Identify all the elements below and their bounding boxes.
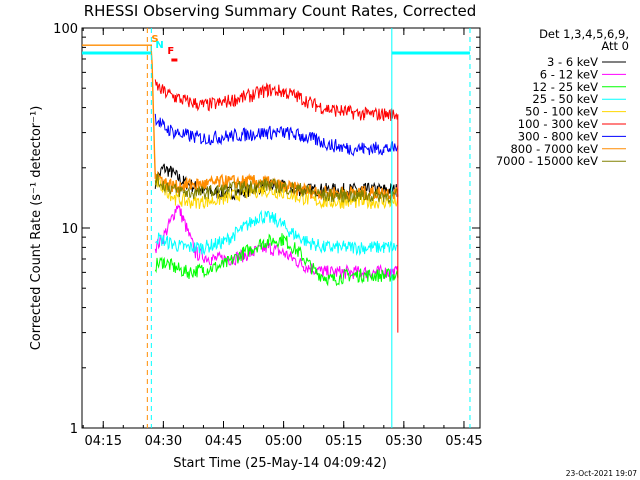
flag-label: S — [151, 34, 158, 45]
legend-entry-label: 800 - 7000 keV — [510, 142, 598, 156]
axis-layer: 04:15 04:30 04:45 05:00 05:15 05:30 05:45 1 10 10… — [53, 22, 483, 449]
series-line — [155, 209, 399, 257]
legend-entry-label: 3 - 6 keV — [547, 55, 598, 69]
series-line — [154, 79, 399, 122]
series-300to800keV — [154, 113, 399, 157]
x-tick-label: 04:30 — [145, 434, 182, 449]
legend-entry-label: 100 - 300 keV — [518, 117, 598, 131]
legend-entry-label: 7000 - 15000 keV — [496, 154, 598, 168]
legend-entry-label: 300 - 800 keV — [518, 129, 598, 143]
x-tick-label: 05:00 — [265, 434, 302, 449]
x-tick-label: 05:45 — [445, 434, 482, 449]
series-line — [82, 44, 399, 202]
x-tick-label: 04:15 — [85, 434, 122, 449]
x-axis-label: Start Time (25-May-14 04:09:42) — [173, 456, 387, 471]
series-line — [154, 233, 399, 287]
plot-frame — [81, 27, 481, 429]
series-100to300keV — [154, 79, 399, 122]
legend-entry-label: 25 - 50 keV — [532, 92, 598, 106]
series-25to50keV — [155, 209, 399, 257]
series-800to7000keV — [82, 44, 399, 202]
legend-header: Det 1,3,4,5,6,9, — [539, 27, 629, 41]
series-line — [154, 173, 399, 204]
x-tick-label: 05:15 — [325, 434, 362, 449]
x-tick-label: 05:30 — [385, 434, 422, 449]
plot-timestamp: 23-Oct-2021 19:07 — [566, 469, 637, 478]
flag-label: F — [167, 46, 174, 57]
series-line — [154, 113, 399, 157]
series-layer — [82, 44, 399, 333]
legend-entry-label: 6 - 12 keV — [540, 67, 598, 81]
y-tick-label: 1 — [70, 422, 78, 437]
x-tick-label: 04:45 — [205, 434, 242, 449]
flag-label: N — [155, 40, 163, 51]
marker-layer: SNF — [82, 28, 471, 428]
y-axis-label: Corrected Count Rate (s⁻¹ detector⁻¹) — [29, 106, 44, 351]
series-7000to15000keV — [154, 173, 399, 204]
y-tick-label: 10 — [61, 222, 78, 237]
legend-entry-label: 12 - 25 keV — [532, 80, 598, 94]
plot-area — [81, 27, 481, 429]
chart-title: RHESSI Observing Summary Count Rates, Co… — [84, 2, 477, 20]
legend-header: Att 0 — [601, 39, 629, 53]
series-12to25keV — [154, 233, 399, 287]
y-tick-label: 100 — [53, 22, 78, 37]
legend-entry-label: 50 - 100 keV — [525, 105, 598, 119]
